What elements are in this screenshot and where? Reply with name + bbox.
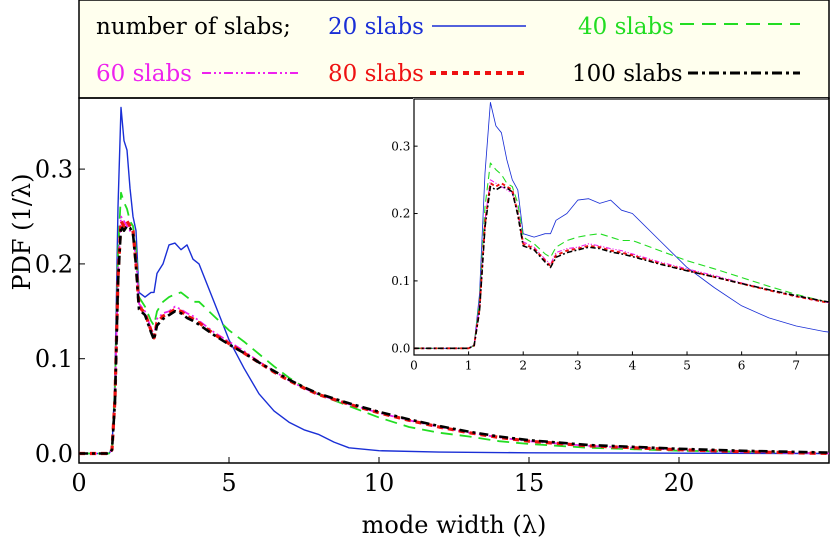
legend-label-100-slabs: 100 slabs — [572, 61, 683, 87]
main-y-tick-label: 0.1 — [35, 345, 73, 373]
inset-series-40-slabs — [414, 162, 830, 349]
inset-x-tick-label: 0 — [410, 358, 418, 372]
inset-y-tick-label: 0.2 — [391, 207, 410, 221]
main-series-20-slabs — [79, 106, 830, 455]
legend-label-80-slabs: 80 slabs — [328, 61, 424, 87]
inset-y-tick-label: 0.3 — [391, 139, 410, 153]
inset-plot-frame — [413, 98, 830, 356]
inset-ticks: 0 1 2 3 4 5 6 7 0.0 0.1 0.2 0.3 — [391, 139, 800, 372]
main-ticks: 0 5 10 15 200.00.10.20.3 — [35, 156, 694, 497]
inset-series-100-slabs — [414, 185, 830, 350]
inset-y-tick-label: 0.1 — [391, 274, 410, 288]
inset-x-tick-label: 5 — [683, 358, 691, 372]
legend-title: number of slabs; — [96, 14, 291, 40]
main-x-tick-label: 0 — [71, 469, 86, 497]
inset-x-tick-label: 2 — [519, 358, 527, 372]
legend-box — [78, 0, 830, 99]
y-axis-label: PDF (1/λ) — [8, 174, 36, 291]
main-y-tick-label: 0.3 — [35, 156, 73, 184]
inset-x-tick-label: 1 — [465, 358, 473, 372]
inset-series-80-slabs — [414, 182, 830, 350]
inset-x-tick-label: 7 — [792, 358, 800, 372]
inset-x-tick-label: 6 — [738, 358, 746, 372]
inset-series-60-slabs — [414, 179, 830, 349]
main-series-80-slabs — [79, 219, 830, 456]
legend-label-60-slabs: 60 slabs — [96, 61, 192, 87]
x-axis-label: mode width (λ) — [362, 511, 547, 539]
main-y-tick-label: 0.0 — [35, 440, 73, 468]
main-y-tick-label: 0.2 — [35, 250, 73, 278]
main-x-tick-label: 5 — [221, 469, 236, 497]
main-x-tick-label: 15 — [514, 469, 545, 497]
inset-y-tick-label: 0.0 — [391, 341, 410, 355]
main-series — [79, 106, 830, 456]
main-series-40-slabs — [79, 191, 830, 455]
main-x-tick-label: 20 — [664, 469, 695, 497]
inset-x-tick-label: 3 — [574, 358, 582, 372]
inset-series — [414, 101, 830, 350]
legend-label-40-slabs: 40 slabs — [578, 14, 674, 40]
main-series-100-slabs — [79, 224, 830, 455]
legend-label-20-slabs: 20 slabs — [328, 14, 424, 40]
inset-series-20-slabs — [414, 101, 830, 349]
main-x-tick-label: 10 — [364, 469, 395, 497]
inset-x-tick-label: 4 — [629, 358, 637, 372]
